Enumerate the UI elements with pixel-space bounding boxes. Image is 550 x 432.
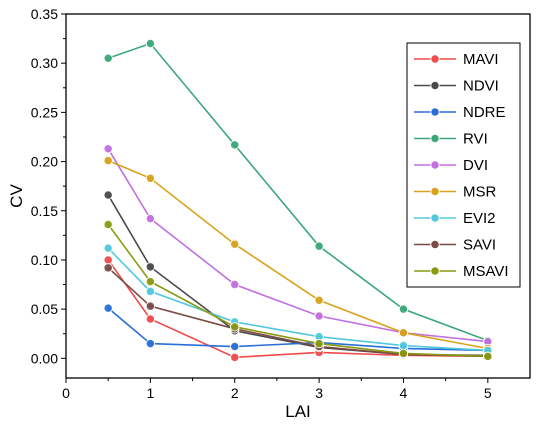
data-point-msavi — [398, 348, 409, 359]
x-axis: 0 1 2 3 4 5 — [62, 378, 492, 401]
series-line-savi — [107, 267, 488, 358]
y-tick-label: 0.35 — [31, 6, 58, 22]
data-point-mavi — [103, 255, 113, 265]
series-line-rvi — [107, 42, 489, 342]
y-tick-label: 0.25 — [31, 104, 58, 120]
x-axis-label: LAI — [285, 402, 311, 421]
y-tick-label: 0.05 — [31, 301, 58, 317]
data-point-mavi — [230, 352, 240, 362]
y-tick-label: 0.20 — [31, 154, 58, 170]
x-tick-label: 3 — [315, 385, 323, 401]
data-point-msavi — [145, 276, 156, 287]
data-point-msavi — [314, 338, 324, 349]
legend-marker-ndre — [430, 107, 440, 117]
data-point-evi2 — [398, 340, 409, 351]
data-point-msr — [230, 239, 240, 249]
data-point-msr — [314, 295, 324, 305]
data-point-ndre — [103, 303, 113, 313]
y-axis: 0.00 0.05 0.10 0.15 0.20 0.25 0.30 0.35 — [31, 6, 66, 366]
legend-marker-dvi — [430, 160, 440, 170]
data-point-msr — [398, 328, 409, 338]
series-line-evi2 — [107, 247, 488, 352]
data-point-mavi — [145, 314, 156, 324]
data-point-msr — [103, 155, 113, 166]
series-line-dvi — [107, 148, 488, 343]
data-point-savi — [103, 263, 113, 273]
x-tick-label: 0 — [62, 385, 70, 401]
series-line-ndre — [107, 307, 488, 352]
data-point-evi2 — [103, 243, 113, 253]
legend-marker-mavi — [430, 54, 440, 64]
plot-frame — [65, 13, 531, 379]
data-point-ndre — [230, 341, 240, 352]
legend-label-ndre: NDRE — [463, 104, 506, 121]
legend-marker-ndvi — [430, 80, 440, 91]
data-point-rvi — [145, 38, 156, 49]
legend-label-dvi: DVI — [463, 157, 488, 174]
data-point-dvi — [230, 279, 240, 290]
data-point-ndvi — [103, 190, 113, 200]
data-point-dvi — [103, 144, 113, 154]
legend-marker-msavi — [430, 266, 440, 276]
data-point-rvi — [314, 241, 324, 251]
x-tick-label: 2 — [231, 385, 239, 401]
legend-label-msr: MSR — [463, 184, 497, 201]
legend-label-msavi: MSAVI — [463, 263, 509, 280]
legend-marker-msr — [430, 186, 440, 197]
series-line-msr — [107, 159, 488, 350]
data-point-msr — [145, 173, 156, 183]
legend-label-evi2: EVI2 — [463, 210, 496, 227]
data-point-msavi — [103, 219, 113, 230]
series-layer — [103, 38, 493, 362]
y-tick-label: 0.00 — [31, 350, 58, 366]
legend-label-savi: SAVI — [463, 237, 496, 254]
series-line-msavi — [107, 224, 488, 358]
y-tick-label: 0.15 — [31, 203, 58, 219]
data-point-ndvi — [145, 262, 156, 272]
data-point-msavi — [230, 322, 240, 332]
data-point-rvi — [103, 53, 113, 63]
x-tick-label: 1 — [146, 385, 154, 401]
legend-marker-rvi — [430, 133, 440, 144]
legend-label-ndvi: NDVI — [463, 78, 499, 95]
data-point-msavi — [483, 351, 493, 362]
data-point-savi — [145, 301, 156, 311]
y-axis-label: CV — [7, 184, 26, 208]
data-point-evi2 — [145, 286, 156, 297]
y-tick-label: 0.30 — [31, 55, 58, 71]
data-point-dvi — [145, 213, 156, 224]
x-tick-label: 5 — [484, 385, 492, 401]
y-tick-label: 0.10 — [31, 252, 58, 268]
data-point-rvi — [230, 140, 240, 150]
legend-marker-savi — [430, 239, 440, 250]
legend-marker-evi2 — [430, 213, 440, 223]
legend-label-mavi: MAVI — [463, 51, 499, 68]
series-line-mavi — [107, 259, 488, 359]
data-point-ndre — [145, 338, 156, 349]
legend-label-rvi: RVI — [463, 131, 488, 148]
x-tick-label: 4 — [400, 385, 408, 401]
data-point-dvi — [314, 311, 324, 321]
data-point-rvi — [398, 304, 409, 314]
legend: MAVI NDVI NDRE RVI DVI MSR EVI2 SAVI MSAVI — [406, 42, 521, 288]
